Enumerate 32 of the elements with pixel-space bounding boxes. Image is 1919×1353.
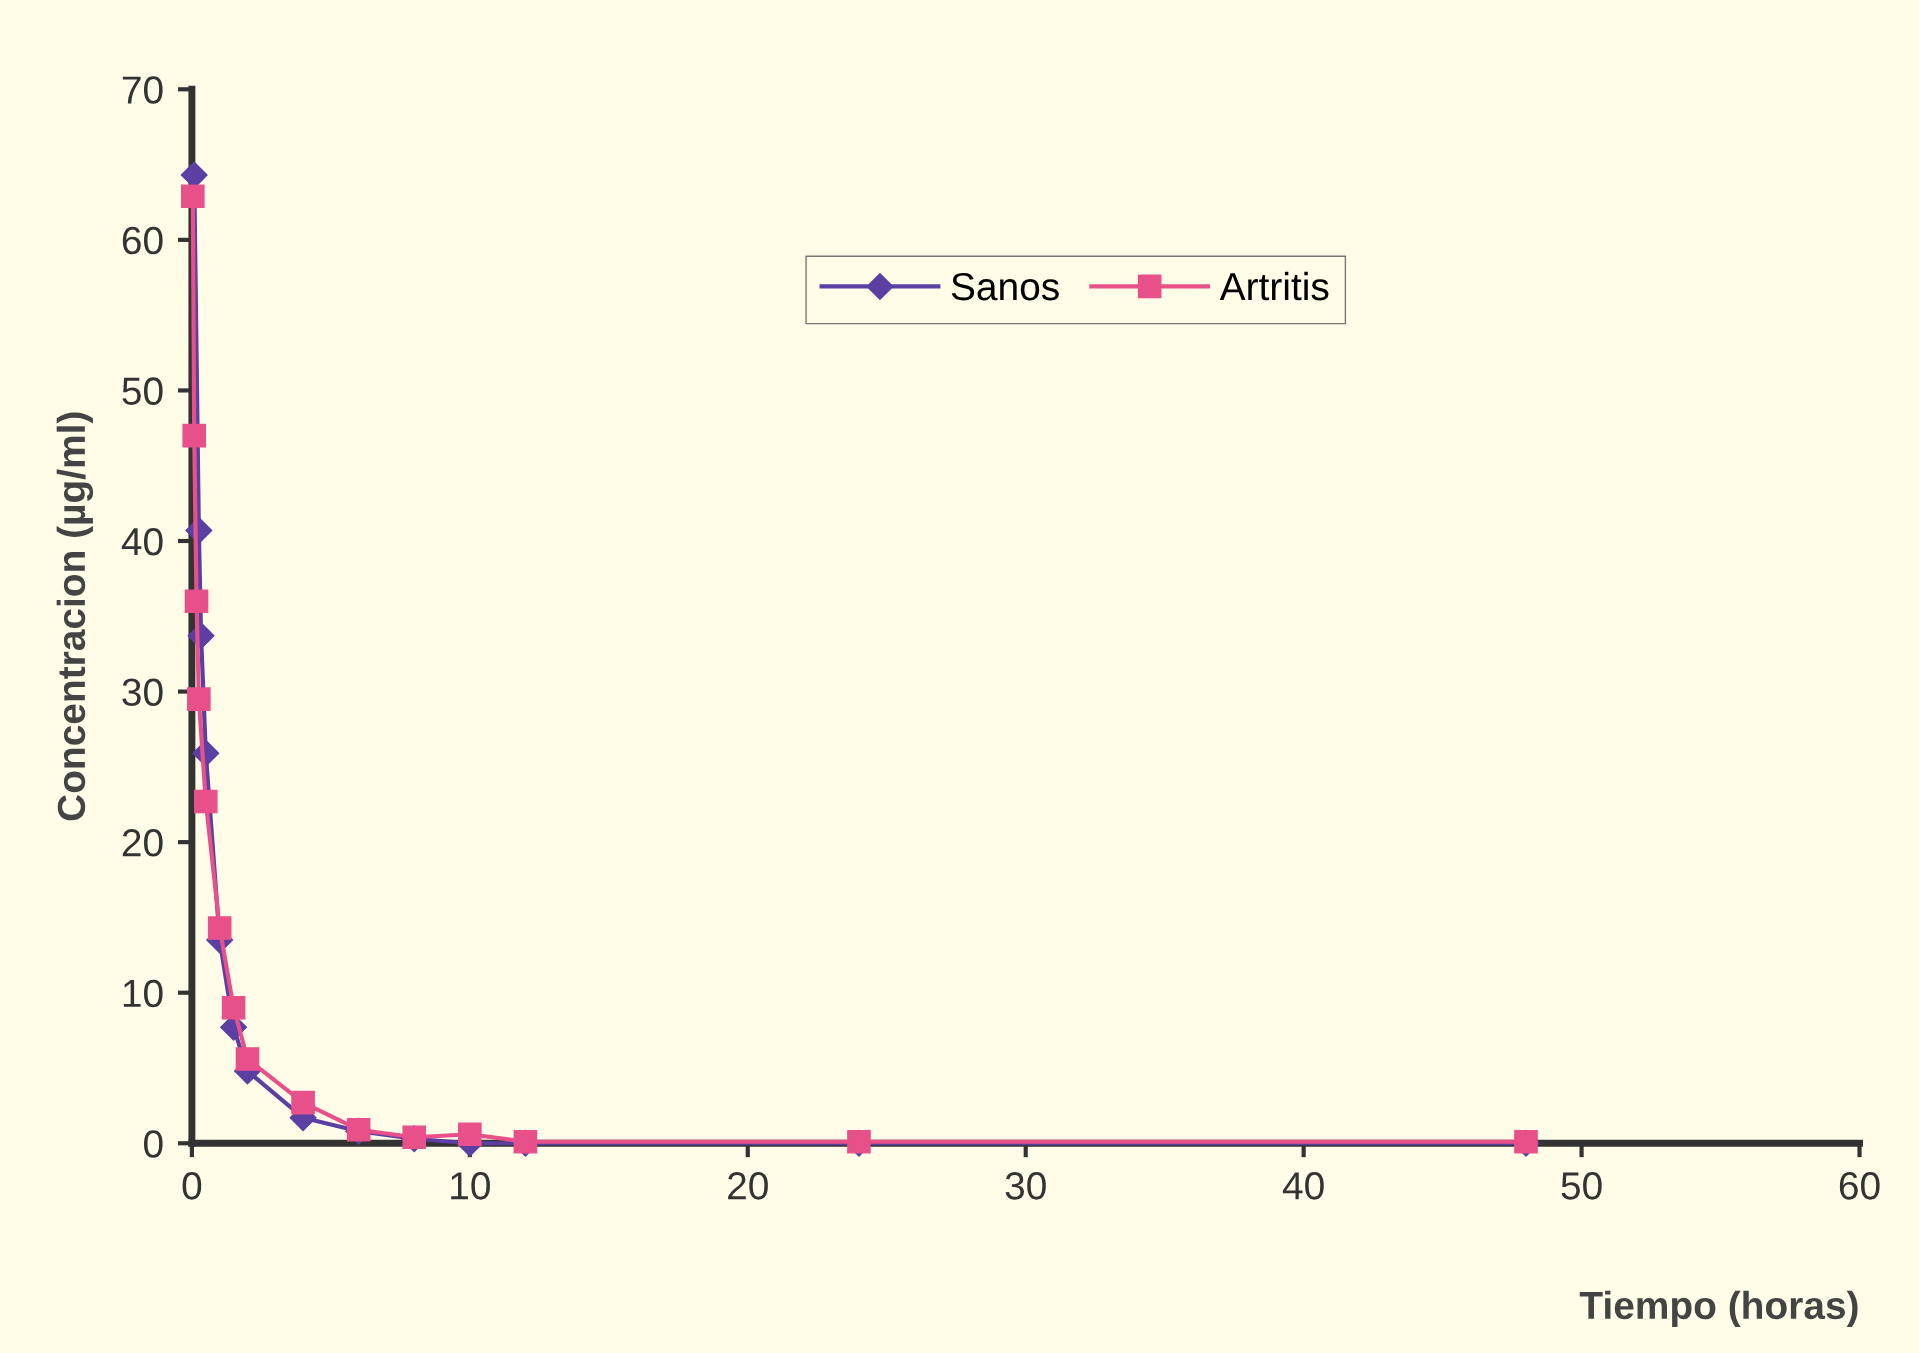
point <box>187 687 211 711</box>
point <box>221 995 246 1020</box>
x-tick-label: 0 <box>182 1172 202 1200</box>
point <box>184 589 209 614</box>
y-tick-label: 10 <box>123 979 163 1008</box>
y-tick-label: 70 <box>122 76 163 104</box>
point <box>513 1129 538 1154</box>
point <box>291 1090 315 1115</box>
point <box>181 184 205 209</box>
point <box>1514 1129 1538 1154</box>
x-tick-label: 30 <box>1005 1172 1046 1200</box>
point <box>207 916 232 940</box>
legend-label: Sanos <box>951 272 1059 301</box>
x-tick-label: 20 <box>728 1172 768 1200</box>
y-axis-title: Concentracion (µg/ml) <box>56 412 94 821</box>
point <box>847 1129 871 1154</box>
y-tick-label: 0 <box>144 1130 163 1158</box>
point <box>235 1047 260 1071</box>
y-tick-label: 20 <box>122 829 163 857</box>
x-tick-label: 50 <box>1561 1172 1602 1200</box>
legend-label: Artritis <box>1219 271 1329 301</box>
x-tick-label: 60 <box>1839 1172 1880 1200</box>
x-tick-label: 10 <box>451 1172 490 1200</box>
y-tick-label: 50 <box>122 377 163 405</box>
y-tick-label: 60 <box>122 226 163 255</box>
y-tick-label: 30 <box>122 678 163 707</box>
point <box>182 423 207 448</box>
point <box>193 789 218 814</box>
x-axis-title: Tiempo (horas) <box>1579 1290 1858 1327</box>
y-tick-label: 40 <box>121 527 163 556</box>
point <box>458 1122 482 1147</box>
x-tick-label: 40 <box>1282 1172 1324 1200</box>
